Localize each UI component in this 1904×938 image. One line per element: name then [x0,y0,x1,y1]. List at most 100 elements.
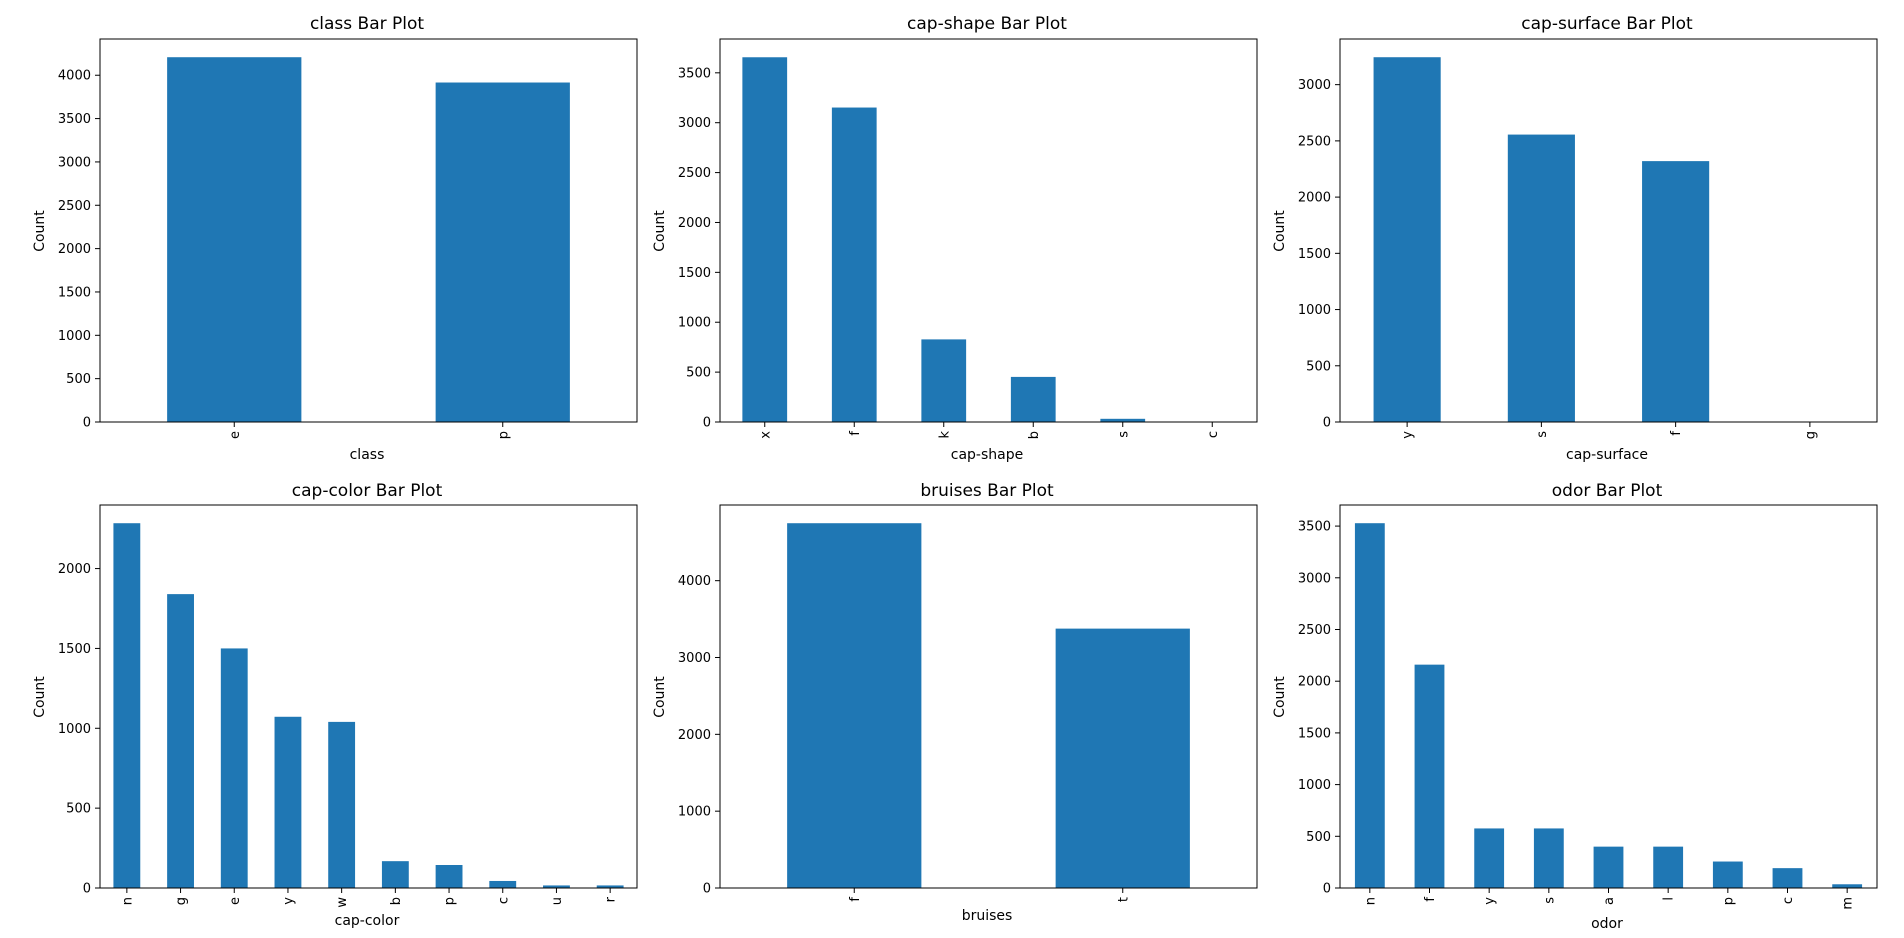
y-tick-label: 3000 [678,651,711,666]
bar-n [1354,523,1385,888]
plot-frame [1339,38,1878,423]
y-tick-label: 500 [686,366,711,381]
y-tick-label: 3500 [58,112,91,127]
y-tick-label: 2500 [1298,623,1331,638]
subplot-cap-color: cap-color Bar Plot cap-color Count 0 500 1… [32,481,638,929]
y-tick-label: 1000 [678,805,711,820]
y-tick-label: 500 [66,372,91,387]
x-tick-label-b: b [389,897,404,905]
x-tick-label-c: c [1206,431,1221,438]
subplot-bruises: bruises Bar Plot bruises Count 0 1000 2000… [652,481,1258,924]
y-axis-label: Count [32,210,48,252]
y-tick-label: 0 [1323,882,1331,897]
x-tick-label-y: y [1401,431,1416,439]
y-tick-label: 3000 [1298,78,1331,93]
subplot-title: cap-shape Bar Plot [907,14,1067,34]
y-tick-label: 3000 [1298,571,1331,586]
y-tick-label: 1000 [1298,778,1331,793]
y-tick-label: 1500 [58,285,91,300]
y-tick-label: 2000 [678,216,711,231]
bar-u [543,885,570,888]
bar-s [1507,134,1575,422]
x-tick-label-c: c [1781,897,1796,904]
plot-frame [719,504,1258,889]
y-tick-label: 1500 [1298,726,1331,741]
y-tick-label: 3500 [1298,520,1331,535]
x-tick-label-y: y [1483,897,1498,905]
y-tick-label: 2000 [1298,191,1331,206]
subplot-cap-surface: cap-surface Bar Plot cap-surface Count 0… [1272,14,1878,463]
bar-g [167,594,194,888]
x-tick-label-t: t [1116,897,1131,902]
plot-frame [719,38,1258,423]
x-tick-label-m: m [1841,897,1856,910]
subplot-odor: odor Bar Plot odor Count 0 500 1000 1500 200… [1272,481,1878,932]
bar-y [1373,57,1441,422]
x-tick-label-e: e [228,431,243,439]
bar-b [1010,376,1056,422]
y-tick-label: 0 [83,882,91,897]
x-tick-label-a: a [1602,897,1617,905]
x-tick-label-f: f [1669,431,1684,436]
y-tick-label: 0 [703,416,711,431]
subplot-class: class Bar Plot class Count 0 500 1000 1500 2… [32,14,638,463]
y-tick-label: 3000 [678,116,711,131]
y-tick-label: 2000 [58,242,91,257]
x-tick-label-y: y [281,897,296,905]
subplot-cap-shape: cap-shape Bar Plot cap-shape Count 0 500 1… [652,14,1258,463]
y-tick-label: 2500 [678,166,711,181]
subplot-title: cap-color Bar Plot [292,481,443,501]
bar-y [1474,828,1505,888]
x-tick-label-c: c [496,897,511,904]
bar-b [381,861,409,888]
y-tick-label: 4000 [58,69,91,84]
bar-r [596,885,624,888]
y-tick-label: 2000 [58,562,91,577]
y-tick-label: 0 [1323,416,1331,431]
y-tick-label: 3500 [678,66,711,81]
y-tick-label: 2500 [1298,134,1331,149]
bar-k [921,339,967,422]
bar-t [1055,628,1190,888]
y-axis-label: Count [652,210,668,252]
x-tick-label-s: s [1116,431,1131,438]
y-axis-label: Count [1272,676,1288,718]
y-tick-label: 0 [703,882,711,897]
subplot-title: cap-surface Bar Plot [1521,14,1693,34]
subplot-title: class Bar Plot [310,14,424,34]
x-tick-label-p: p [1721,897,1736,905]
bar-a [1593,846,1624,888]
y-tick-label: 1500 [1298,247,1331,262]
x-tick-label-p: p [496,431,511,439]
x-tick-label-g: g [174,897,189,905]
bar-c [489,880,517,888]
y-tick-label: 3000 [58,155,91,170]
bar-f [787,523,922,888]
y-axis-label: Count [32,676,48,718]
bar-c [1772,868,1803,888]
bar-p [435,82,570,423]
x-axis-label: odor [1591,916,1623,932]
x-tick-label-b: b [1027,431,1042,439]
x-tick-label-s: s [1535,431,1550,438]
x-axis-label: class [350,447,385,463]
bar-f [1414,664,1445,888]
x-tick-label-r: r [604,896,619,902]
x-tick-label-x: x [758,431,773,439]
y-tick-label: 500 [66,802,91,817]
y-tick-label: 1500 [58,642,91,657]
bar-p [1712,861,1743,888]
y-tick-label: 500 [1306,359,1331,374]
x-tick-label-g: g [1803,431,1818,439]
y-tick-label: 4000 [678,574,711,589]
bar-n [113,523,141,888]
x-axis-label: cap-color [335,913,400,929]
bar-e [167,57,302,423]
y-tick-label: 500 [1306,830,1331,845]
x-tick-label-n: n [1363,897,1378,905]
x-tick-label-s: s [1542,897,1557,904]
x-tick-label-f: f [848,431,863,436]
y-axis-label: Count [1272,210,1288,252]
y-tick-label: 0 [83,416,91,431]
